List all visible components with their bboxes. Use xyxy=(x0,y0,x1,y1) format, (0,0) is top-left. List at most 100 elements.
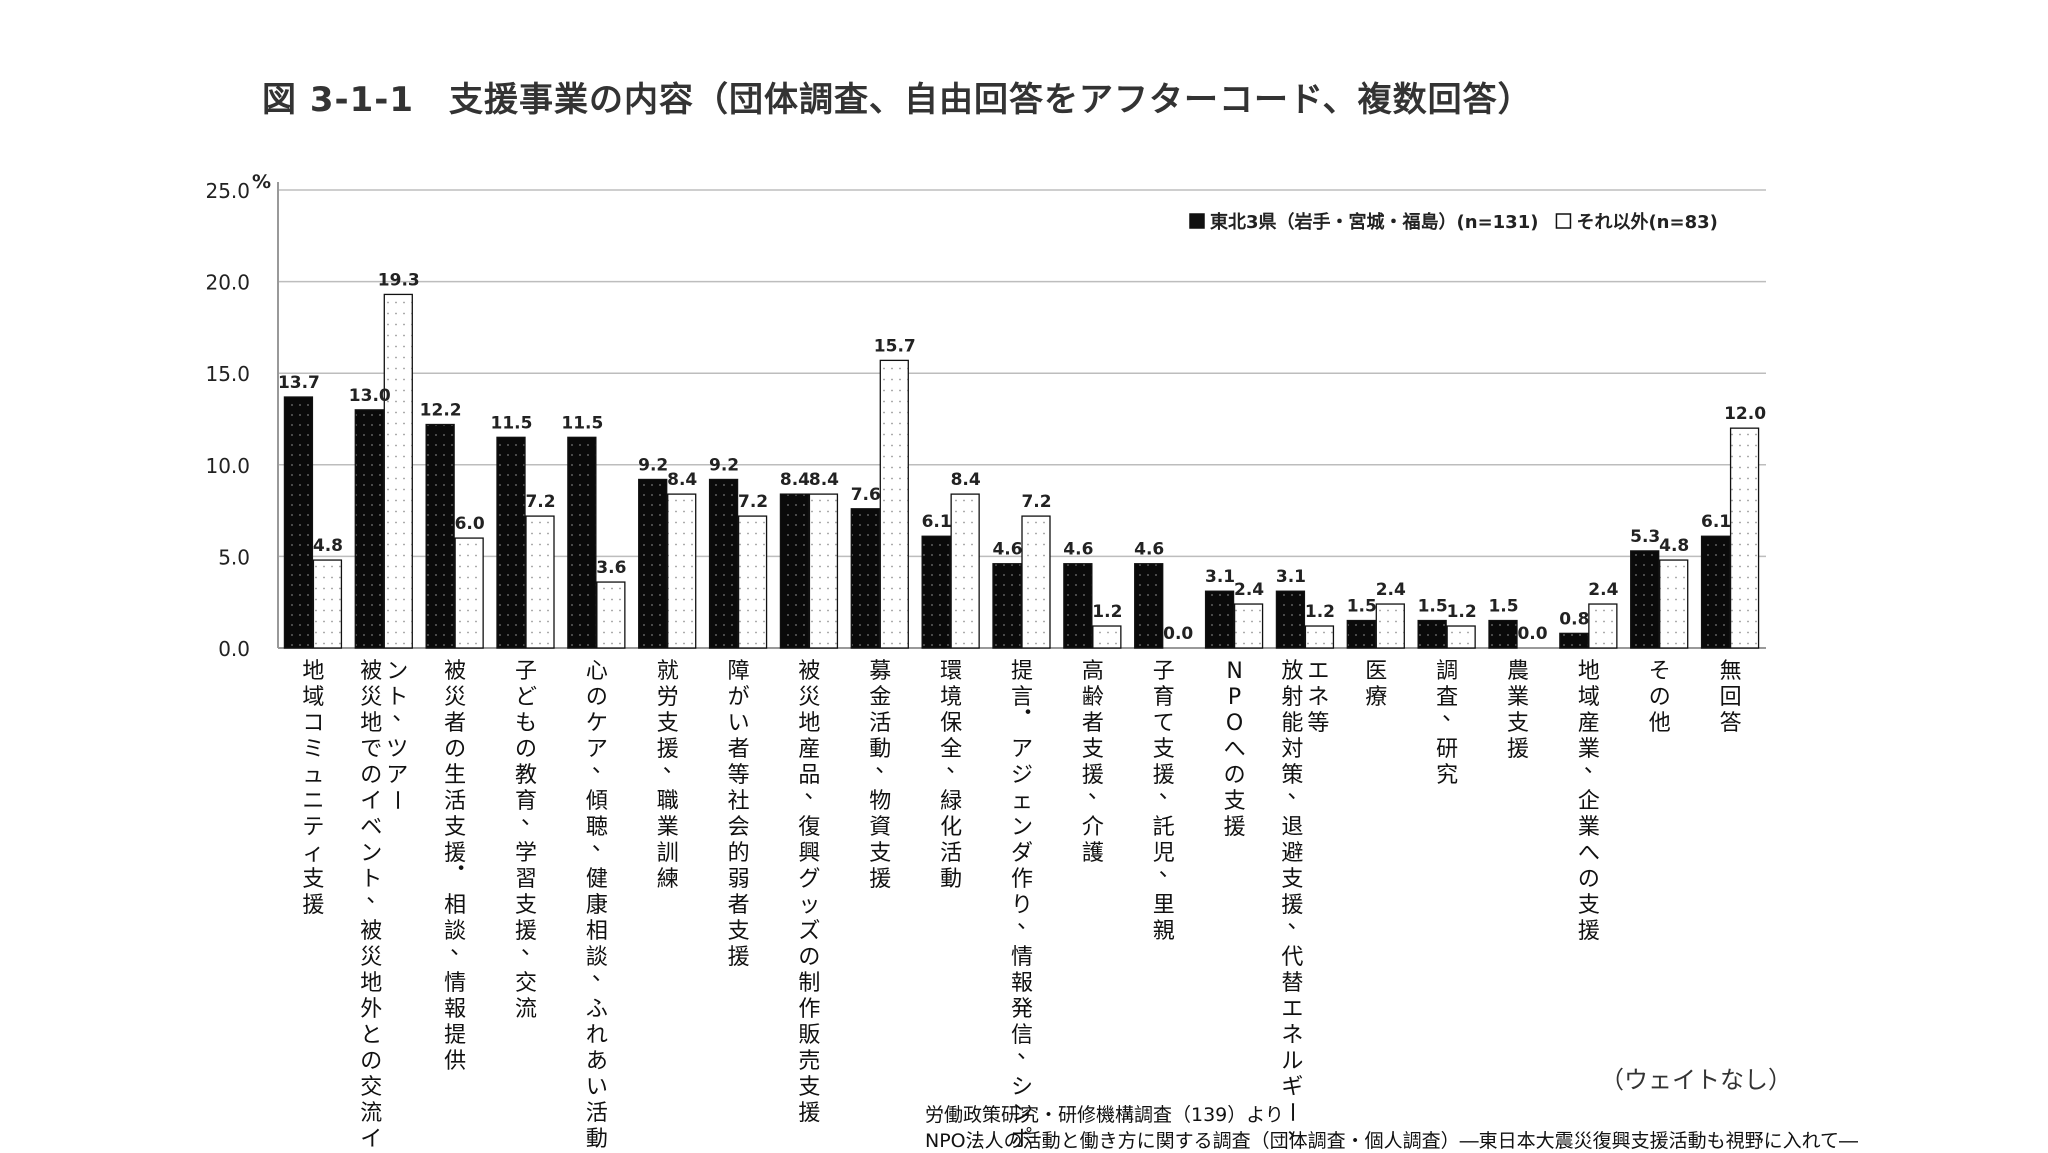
data-label: 7.6 xyxy=(851,485,881,505)
category-label-char: ジ xyxy=(1011,763,1033,788)
category-label-char: 災 xyxy=(444,685,466,710)
data-label: 8.4 xyxy=(809,470,839,490)
category-label-char: 興 xyxy=(798,841,820,866)
category-label-char: 児 xyxy=(1153,841,1175,866)
category-label-char: 、 xyxy=(592,961,614,986)
data-label: 4.6 xyxy=(992,540,1022,560)
category-label-char: 、 xyxy=(521,935,543,960)
data-label: 4.8 xyxy=(313,536,343,556)
category-label-char: 援 xyxy=(1281,893,1303,918)
category-label-char: の xyxy=(515,737,537,762)
category-label-char: 就 xyxy=(657,659,679,684)
category-label-char: 報 xyxy=(1011,971,1033,996)
category-label-char: 支 xyxy=(1224,789,1246,814)
category-label-char: イ xyxy=(360,1127,382,1152)
category-label-char: と xyxy=(360,1023,382,1048)
category-label-char: 域 xyxy=(1578,685,1600,710)
bar-series-2 xyxy=(454,537,484,649)
category-label-char: 資 xyxy=(869,815,891,840)
category-label-char: 放 xyxy=(1281,659,1303,684)
data-label: 2.4 xyxy=(1588,580,1618,600)
data-label: 6.1 xyxy=(922,512,952,532)
category-label-char: 作 xyxy=(1011,867,1033,892)
bar-series-1 xyxy=(354,409,384,649)
category-label-char: 会 xyxy=(728,815,750,840)
category-label-char: ル xyxy=(1281,1049,1303,1074)
category-label-char: 支 xyxy=(657,711,679,736)
category-label-char: 、 xyxy=(1159,857,1181,882)
y-unit-label: % xyxy=(252,171,271,193)
y-tick-label: 0.0 xyxy=(218,637,250,661)
data-label: 1.5 xyxy=(1488,597,1518,617)
category-label-char: の xyxy=(444,737,466,762)
bar-series-2 xyxy=(737,515,768,649)
category-label-char: 者 xyxy=(728,893,750,918)
category-label-char: 練 xyxy=(657,867,679,892)
category-label-char: 産 xyxy=(798,737,820,762)
category-label-char: ネ xyxy=(1281,1023,1303,1048)
category-label-char: も xyxy=(515,711,537,736)
category-label-char: 復 xyxy=(798,815,820,840)
category-label-char: 回 xyxy=(1720,685,1742,710)
bar-series-1 xyxy=(921,535,951,649)
category-label-char: ー xyxy=(1278,1101,1303,1123)
category-label-char: 研 xyxy=(1436,737,1458,762)
category-label-char: へ xyxy=(1224,737,1246,762)
category-label-char: 業 xyxy=(1578,815,1600,840)
category-label-char: 交 xyxy=(515,971,537,996)
bar-series-1 xyxy=(1275,590,1306,649)
data-label: 7.2 xyxy=(525,492,555,512)
bar-series-2 xyxy=(1446,625,1476,649)
category-label-char: シ xyxy=(1011,1075,1033,1100)
category-label-char: 、 xyxy=(521,805,543,830)
category-label-char: ア xyxy=(386,763,408,788)
category-label-char: グ xyxy=(798,867,820,892)
category-label-char: 業 xyxy=(1507,685,1529,710)
bar-series-1 xyxy=(496,436,526,649)
bar-series-1 xyxy=(1204,590,1235,649)
category-label-char: ・ xyxy=(1017,701,1039,726)
data-label: 1.5 xyxy=(1418,597,1448,617)
category-label-char: 援 xyxy=(728,945,750,970)
category-label-char: 支 xyxy=(1082,737,1104,762)
category-label: 医療 xyxy=(1365,659,1387,710)
category-label: 無回答 xyxy=(1720,659,1742,736)
bar-series-1 xyxy=(1417,619,1447,649)
category-label-char: 支 xyxy=(1281,867,1303,892)
category-label-char: 能 xyxy=(1281,711,1303,736)
category-label-char: 、 xyxy=(1584,753,1606,778)
category-label-char: 提 xyxy=(1011,659,1033,684)
category-label-char: ン xyxy=(386,659,408,684)
category-label-char: り xyxy=(1011,893,1033,918)
category-label-char: 、 xyxy=(1159,779,1181,804)
category-label-char: が xyxy=(728,685,750,710)
category-label-char: 外 xyxy=(360,997,382,1022)
category-label-char: 親 xyxy=(1153,919,1175,944)
category-label-char: 無 xyxy=(1720,659,1742,684)
data-label: 1.5 xyxy=(1347,597,1377,617)
category-label-char: あ xyxy=(586,1049,608,1074)
data-label: 3.1 xyxy=(1276,567,1306,587)
category-label-char: 労 xyxy=(657,685,679,710)
category-label-char: 退 xyxy=(1281,815,1303,840)
category-label-char: れ xyxy=(586,1023,608,1048)
category-label-char: ン xyxy=(1011,815,1033,840)
category-label-char: 支 xyxy=(1507,711,1529,736)
data-label: 11.5 xyxy=(491,413,533,433)
chart-title: 図 3-1-1 支援事業の内容（団体調査、自由回答をアフターコード、複数回答） xyxy=(262,80,1533,120)
category-label-char: 全 xyxy=(940,737,962,762)
category-label-char: ネ xyxy=(1307,685,1329,710)
bar-series-2 xyxy=(1021,515,1051,649)
data-label: 7.2 xyxy=(738,492,768,512)
category-label-char: 避 xyxy=(1281,841,1303,866)
category-label-char: 訓 xyxy=(657,841,679,866)
category-label-char: 援 xyxy=(302,893,324,918)
category-label-char: 農 xyxy=(1507,659,1529,684)
category-label-char: 傾 xyxy=(586,789,608,814)
bar-series-2 xyxy=(383,293,413,649)
category-label-char: 障 xyxy=(728,659,750,684)
category-label-char: 代 xyxy=(1281,945,1303,970)
y-tick-label: 5.0 xyxy=(218,545,250,569)
